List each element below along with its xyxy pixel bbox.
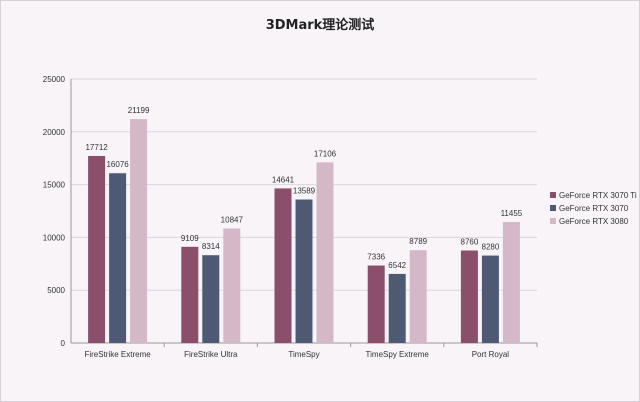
data-label: 14641 — [272, 175, 295, 184]
bar — [88, 155, 106, 343]
bar — [130, 119, 148, 344]
data-label: 10847 — [221, 215, 244, 224]
bar — [481, 255, 499, 343]
data-label: 16076 — [106, 160, 129, 169]
data-label: 17106 — [314, 149, 337, 158]
data-label: 8314 — [202, 242, 220, 251]
bar — [223, 228, 241, 343]
x-tick-label: FireStrike Extreme — [84, 350, 151, 359]
x-tick-label: Port Royal — [472, 350, 510, 359]
data-label: 8760 — [461, 237, 479, 246]
data-label: 17712 — [85, 143, 108, 152]
y-tick-label: 5000 — [47, 286, 65, 295]
x-tick-label: TimeSpy — [288, 350, 319, 359]
y-tick-label: 10000 — [43, 233, 66, 242]
data-label: 9109 — [181, 234, 199, 243]
data-label: 7336 — [367, 253, 385, 262]
y-tick-label: 0 — [61, 339, 66, 348]
legend-swatch — [550, 192, 556, 198]
gridlines — [71, 78, 537, 291]
bar — [295, 199, 313, 343]
bar — [202, 255, 220, 343]
chart-title: 3DMark理论测试 — [266, 17, 375, 33]
x-tick-label: FireStrike Ultra — [184, 350, 238, 359]
y-tick-label: 15000 — [43, 181, 66, 190]
bar — [502, 222, 520, 343]
bar — [388, 273, 406, 343]
bar — [181, 246, 199, 343]
data-label: 6542 — [388, 261, 406, 270]
bar — [274, 188, 292, 343]
x-tick-label: TimeSpy Extreme — [366, 350, 430, 359]
data-label: 21199 — [128, 106, 150, 115]
bar — [409, 250, 427, 343]
legend: GeForce RTX 3070 Ti GeForce RTX 3070 GeFor… — [550, 191, 637, 226]
legend-label: GeForce RTX 3070 Ti — [559, 191, 637, 200]
y-tick-label: 20000 — [43, 128, 66, 137]
bar — [316, 162, 334, 343]
data-label: 13589 — [293, 187, 316, 196]
y-tick-label: 25000 — [43, 75, 66, 84]
legend-swatch — [550, 205, 556, 211]
bar — [460, 250, 478, 343]
data-label: 11455 — [501, 209, 523, 218]
legend-label: GeForce RTX 3080 — [559, 217, 629, 226]
data-label: 8280 — [482, 243, 500, 252]
bars — [88, 119, 520, 344]
legend-swatch — [550, 218, 556, 224]
legend-label: GeForce RTX 3070 — [559, 204, 629, 213]
data-label: 8789 — [409, 237, 427, 246]
bar — [109, 173, 127, 343]
bar — [367, 265, 385, 343]
